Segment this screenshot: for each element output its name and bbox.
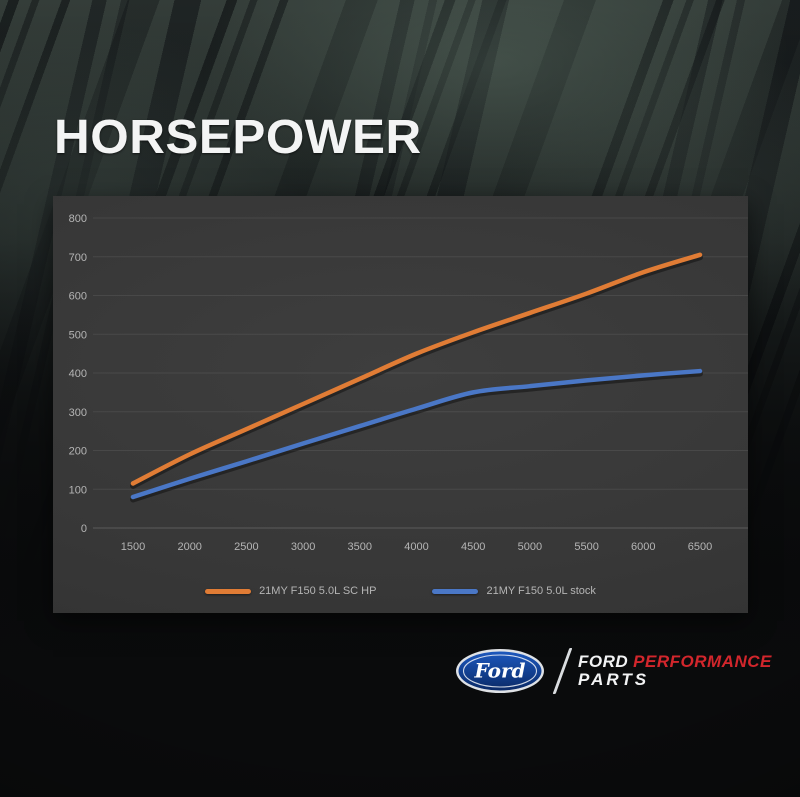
x-tick-label: 6500	[688, 541, 712, 553]
ford-oval-field	[458, 651, 542, 691]
brand-footer: Ford FORD PERFORMANCE PARTS	[455, 648, 772, 694]
ford-oval-inner-ring	[462, 654, 538, 688]
page-title: HORSEPOWER	[54, 111, 422, 164]
legend-label-stock: 21MY F150 5.0L stock	[486, 585, 596, 597]
x-tick-label: 3500	[348, 541, 372, 553]
y-tick-label: 600	[69, 291, 87, 303]
x-tick-label: 2000	[177, 541, 201, 553]
x-tick-label: 5500	[574, 541, 598, 553]
y-tick-label: 200	[69, 446, 87, 458]
series-line	[130, 368, 703, 500]
y-tick-label: 400	[69, 368, 87, 380]
x-tick-label: 2500	[234, 541, 258, 553]
x-tick-label: 4500	[461, 541, 485, 553]
x-tick-label: 5000	[518, 541, 542, 553]
series-line-shadow	[130, 254, 703, 489]
sc-line-swatch	[205, 588, 252, 594]
x-tick-label: 1500	[121, 541, 145, 553]
horsepower-chart: 0 100 200 300 400 500 600 700 800 1500 2000 2500 300…	[69, 213, 748, 553]
wordmark-parts: PARTS	[578, 670, 650, 689]
y-tick-label: 100	[69, 484, 87, 496]
wordmark-ford: FORD	[578, 651, 629, 671]
stock-line-swatch	[432, 588, 479, 594]
y-tick-label: 0	[81, 523, 87, 535]
chart-panel: 0 100 200 300 400 500 600 700 800 1500 2000 2500 300…	[53, 196, 748, 613]
y-tick-label: 800	[69, 213, 87, 225]
chart-legend: 21MY F150 5.0L SC HP 21MY F150 5.0L stoc…	[53, 585, 748, 597]
ford-script-text: Ford	[474, 659, 526, 683]
series-line-shadow	[130, 370, 703, 503]
wordmark-performance: PERFORMANCE	[633, 651, 772, 671]
y-tick-label: 300	[69, 407, 87, 419]
y-tick-label: 500	[69, 329, 87, 341]
wordmark-line1: FORD PERFORMANCE	[578, 651, 772, 671]
x-tick-label: 6000	[631, 541, 655, 553]
ford-oval-logo: Ford	[456, 649, 544, 693]
ford-performance-wordmark: FORD PERFORMANCE PARTS	[578, 651, 772, 690]
legend-label-sc: 21MY F150 5.0L SC HP	[259, 585, 377, 597]
y-tick-label: 700	[69, 252, 87, 264]
legend-item-stock: 21MY F150 5.0L stock	[432, 585, 596, 597]
separator-slash	[552, 648, 573, 694]
x-tick-label: 4000	[404, 541, 428, 553]
legend-item-sc: 21MY F150 5.0L SC HP	[205, 585, 376, 597]
x-tick-label: 3000	[291, 541, 315, 553]
series-line	[130, 252, 703, 486]
